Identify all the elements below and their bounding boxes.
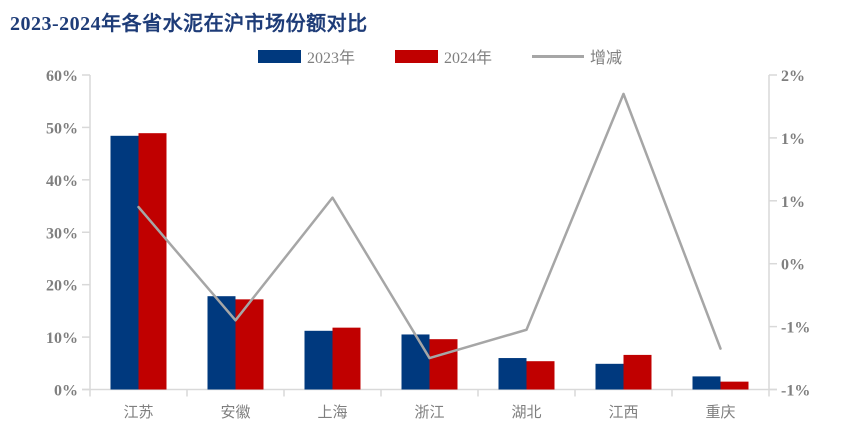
legend-item-2024: 2024年 [394, 44, 492, 68]
bar-2024年-浙江 [429, 339, 458, 390]
bar-2024年-上海 [332, 327, 361, 390]
bar-2024年-安徽 [235, 299, 264, 390]
legend-swatch-2023-icon [257, 49, 301, 63]
y-axis-right-label: -1% [781, 383, 810, 400]
bar-2023年-安徽 [207, 296, 236, 390]
bar-2024年-江西 [623, 354, 652, 390]
x-axis-category-label: 重庆 [705, 404, 735, 421]
bar-2023年-重庆 [692, 376, 721, 390]
y-axis-right-label: 2% [781, 68, 805, 85]
bar-2024年-重庆 [720, 381, 749, 390]
x-axis-category-label: 湖北 [511, 404, 541, 421]
y-axis-right-label: 1% [781, 194, 805, 211]
y-axis-left-label: 60% [46, 68, 78, 85]
bar-2023年-湖北 [498, 358, 527, 390]
y-axis-right-label: 0% [781, 257, 805, 274]
legend-label-2023: 2023年 [306, 50, 355, 67]
legend-line-swatch-icon [532, 54, 584, 58]
x-axis-category-label: 上海 [317, 404, 347, 421]
bar-2023年-上海 [304, 330, 333, 390]
chart-title: 2023-2024年各省水泥在沪市场份额对比 [10, 13, 368, 35]
y-axis-left-label: 40% [46, 173, 78, 190]
legend: 2023年 2024年 增减 [90, 45, 790, 67]
y-axis-right-label: -1% [781, 320, 810, 337]
bar-2023年-浙江 [401, 334, 430, 390]
y-axis-left-label: 20% [46, 278, 78, 295]
legend-swatch-2024-icon [394, 49, 438, 63]
legend-item-2023: 2023年 [257, 44, 355, 68]
y-axis-left-label: 10% [46, 330, 78, 347]
bar-2023年-江西 [595, 363, 624, 390]
bar-2024年-湖北 [526, 361, 555, 390]
legend-item-change: 增减 [532, 44, 622, 68]
y-axis-right-label: 1% [781, 131, 805, 148]
bar-2023年-江苏 [110, 135, 139, 390]
legend-label-change: 增减 [590, 50, 623, 67]
x-axis-category-label: 江西 [608, 404, 638, 421]
legend-label-2024: 2024年 [443, 50, 492, 67]
bar-2024年-江苏 [138, 133, 167, 390]
x-axis-category-label: 安徽 [220, 404, 250, 421]
y-axis-left-label: 50% [46, 120, 78, 137]
y-axis-left-label: 0% [54, 383, 78, 400]
x-axis-category-label: 浙江 [414, 404, 444, 421]
change-line [137, 92, 722, 360]
x-axis-category-label: 江苏 [123, 404, 153, 421]
y-axis-left-label: 30% [46, 225, 78, 242]
